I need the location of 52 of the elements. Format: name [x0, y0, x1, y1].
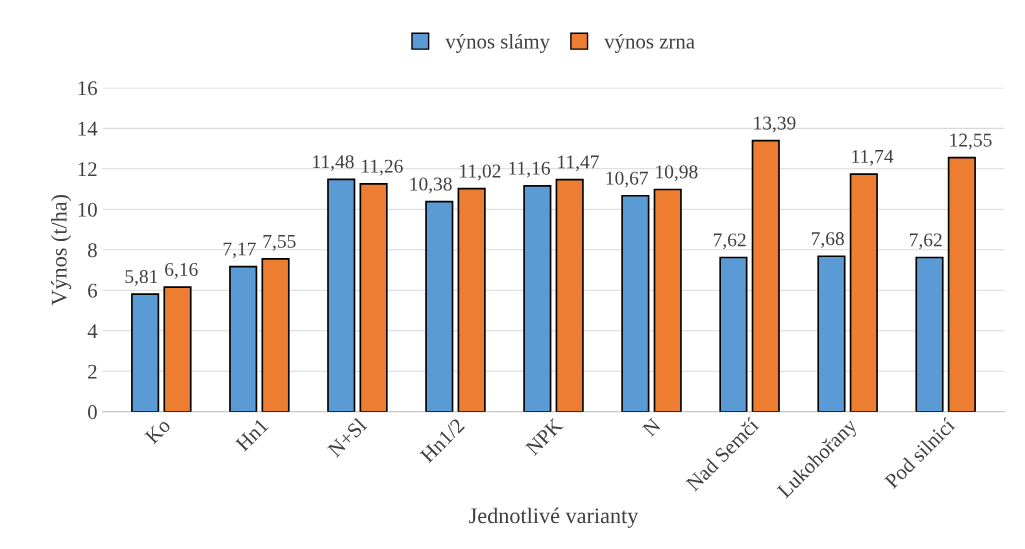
- bar: [653, 188, 682, 412]
- data-label: 11,74: [852, 150, 894, 166]
- bar: [947, 156, 976, 412]
- data-label: 11,47: [558, 155, 599, 172]
- bar: [915, 256, 944, 412]
- bar: [457, 187, 486, 412]
- bar: [621, 194, 650, 412]
- legend-label: výnos slámy: [445, 33, 550, 53]
- bar: [555, 178, 584, 412]
- bar: [359, 182, 388, 412]
- data-label: 6,16: [165, 262, 198, 279]
- data-label: 10,38: [410, 177, 452, 194]
- bar: [523, 184, 552, 412]
- bar: [261, 258, 290, 412]
- y-axis-title: Výnos (t/ha): [51, 194, 72, 306]
- bar: [751, 139, 780, 412]
- legend-label: výnos zrna: [604, 33, 695, 53]
- data-label: 10,98: [656, 165, 698, 182]
- y-tick-label: 16: [78, 81, 98, 96]
- data-label: 12,55: [950, 133, 992, 150]
- y-tick-label: 6: [88, 283, 98, 298]
- data-label: 11,48: [313, 155, 354, 172]
- y-tick-label: 12: [78, 162, 97, 177]
- data-label: 10,67: [606, 171, 649, 188]
- bar: [719, 256, 748, 412]
- data-label: 7,62: [909, 233, 942, 250]
- data-label: 11,26: [362, 159, 403, 176]
- data-label: 5,81: [125, 269, 158, 286]
- bar: [163, 286, 192, 412]
- bar: [817, 255, 846, 412]
- bar: [229, 265, 258, 412]
- y-tick-label: 4: [87, 324, 98, 338]
- x-tick-label: Ko: [144, 417, 172, 445]
- data-label: 11,16: [509, 161, 550, 178]
- data-label: 13,39: [754, 116, 796, 133]
- y-tick-label: 14: [78, 121, 98, 136]
- x-tick-label: N: [641, 417, 662, 438]
- bar: [131, 293, 160, 412]
- x-tick-label: Hn1: [234, 417, 269, 452]
- data-label: 7,55: [263, 234, 296, 251]
- y-tick-label: 8: [88, 243, 97, 258]
- bar: [327, 178, 356, 412]
- data-label: 7,62: [713, 233, 746, 250]
- data-label: 7,68: [811, 232, 844, 249]
- bar: [849, 173, 878, 412]
- data-label: 7,17: [223, 242, 256, 259]
- data-label: 11,02: [460, 164, 501, 181]
- bar: [425, 200, 454, 412]
- y-tick-label: 0: [88, 405, 97, 420]
- x-axis-title: Jednotlivé varianty: [469, 507, 639, 528]
- y-tick-label: 2: [88, 364, 97, 379]
- y-tick-label: 10: [78, 202, 97, 217]
